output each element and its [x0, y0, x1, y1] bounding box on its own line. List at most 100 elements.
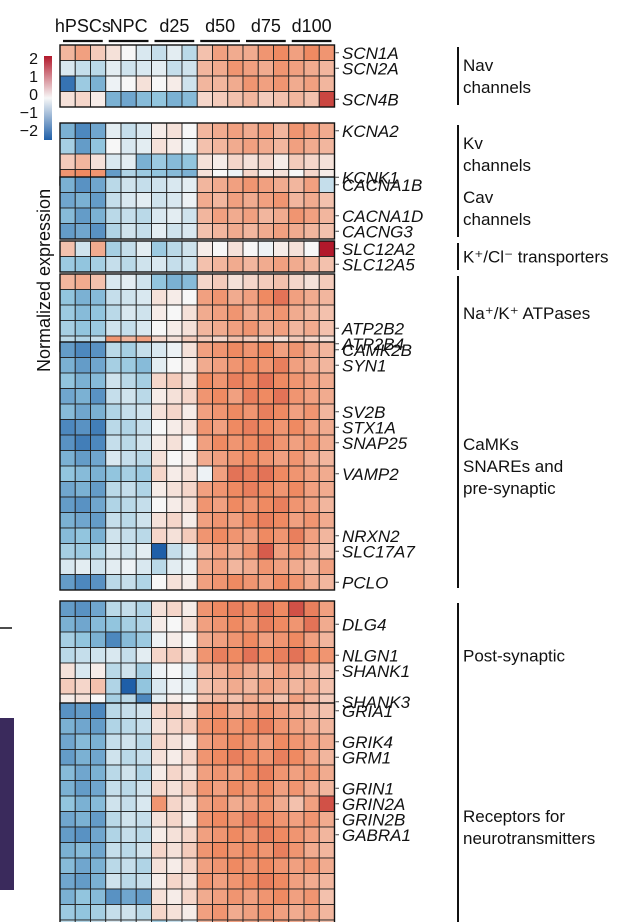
heatmap-cell	[105, 434, 122, 451]
heatmap-cell	[74, 357, 91, 374]
heatmap-cell	[120, 702, 137, 719]
heatmap-cell	[135, 512, 152, 529]
heatmap-cell	[90, 919, 107, 922]
heatmap-cell	[151, 207, 168, 224]
heatmap-cell	[196, 388, 213, 405]
heatmap-cell	[181, 574, 198, 591]
heatmap-cell	[227, 481, 244, 498]
heatmap-cell	[273, 341, 290, 358]
heatmap-cell	[242, 496, 259, 513]
heatmap-cell	[59, 733, 76, 750]
heatmap-cell	[288, 240, 305, 257]
heatmap-cell	[318, 527, 335, 544]
heatmap-cell	[59, 465, 76, 482]
heatmap-cell	[90, 616, 107, 633]
heatmap-cell	[273, 122, 290, 139]
heatmap-cell	[181, 465, 198, 482]
heatmap-cell	[74, 223, 91, 240]
heatmap-cell	[318, 223, 335, 240]
heatmap-cell	[257, 44, 274, 61]
heatmap-cell	[181, 512, 198, 529]
heatmap-block-border	[59, 240, 336, 273]
heatmap-cell	[120, 434, 137, 451]
heatmap-cell	[227, 662, 244, 679]
heatmap-cell	[120, 176, 137, 193]
heatmap-cell	[59, 662, 76, 679]
heatmap-cell	[59, 718, 76, 735]
heatmap-cell	[151, 256, 168, 273]
heatmap-cell	[242, 904, 259, 921]
heatmap-cell	[135, 223, 152, 240]
heatmap-cell	[59, 702, 76, 719]
heatmap-cell	[166, 419, 183, 436]
heatmap-cell	[120, 207, 137, 224]
heatmap-cell	[166, 527, 183, 544]
heatmap-cell	[135, 419, 152, 436]
heatmap-cell	[59, 600, 76, 617]
heatmap-cell	[318, 811, 335, 828]
heatmap-cell	[151, 764, 168, 781]
heatmap-cell	[318, 320, 335, 337]
heatmap-cell	[90, 558, 107, 575]
heatmap-cell	[74, 434, 91, 451]
heatmap-cell	[318, 702, 335, 719]
heatmap-cell	[242, 600, 259, 617]
heatmap-cell	[303, 481, 320, 498]
heatmap-cell	[135, 795, 152, 812]
group-label: Na⁺/K⁺ ATPases	[463, 304, 590, 323]
heatmap-cell	[74, 388, 91, 405]
heatmap-cell	[196, 647, 213, 664]
heatmap-cell	[59, 919, 76, 922]
heatmap-cell	[135, 857, 152, 874]
heatmap-cell	[135, 826, 152, 843]
heatmap-cell	[74, 702, 91, 719]
heatmap-cell	[288, 481, 305, 498]
heatmap-cell	[288, 341, 305, 358]
heatmap-cell	[227, 465, 244, 482]
heatmap-cell	[166, 434, 183, 451]
heatmap-cell	[273, 223, 290, 240]
heatmap-cell	[74, 273, 91, 290]
heatmap-cell	[227, 372, 244, 389]
heatmap-cell	[257, 919, 274, 922]
heatmap-cell	[257, 780, 274, 797]
heatmap-cell	[242, 718, 259, 735]
heatmap-cell	[135, 372, 152, 389]
heatmap-cell	[318, 388, 335, 405]
heatmap-cell	[227, 273, 244, 290]
heatmap-cell	[105, 207, 122, 224]
heatmap-cell	[120, 600, 137, 617]
heatmap-cell	[135, 91, 152, 108]
heatmap-cell	[120, 749, 137, 766]
heatmap-cell	[120, 223, 137, 240]
heatmap-cell	[242, 273, 259, 290]
heatmap-cell	[303, 733, 320, 750]
heatmap-cell	[212, 44, 229, 61]
heatmap-cell	[257, 512, 274, 529]
heatmap-cell	[242, 647, 259, 664]
heatmap-cell	[242, 60, 259, 77]
heatmap-cell	[242, 888, 259, 905]
heatmap-cell	[166, 465, 183, 482]
heatmap-cell	[120, 811, 137, 828]
heatmap-cell	[166, 718, 183, 735]
heatmap-cell	[303, 631, 320, 648]
heatmap-cell	[303, 91, 320, 108]
heatmap-cell	[257, 718, 274, 735]
heatmap-cell	[242, 826, 259, 843]
heatmap-cell	[151, 91, 168, 108]
heatmap-cell	[288, 718, 305, 735]
heatmap-cell	[273, 207, 290, 224]
heatmap-cell	[318, 341, 335, 358]
heatmap-cell	[318, 616, 335, 633]
heatmap-cell	[105, 919, 122, 922]
heatmap-cell	[120, 631, 137, 648]
heatmap-cell	[135, 450, 152, 467]
heatmap-cell	[303, 919, 320, 922]
heatmap-cell	[242, 919, 259, 922]
heatmap-cell	[181, 647, 198, 664]
heatmap-cell	[257, 749, 274, 766]
heatmap-cell	[212, 764, 229, 781]
heatmap-cell	[257, 465, 274, 482]
heatmap-cell	[196, 341, 213, 358]
